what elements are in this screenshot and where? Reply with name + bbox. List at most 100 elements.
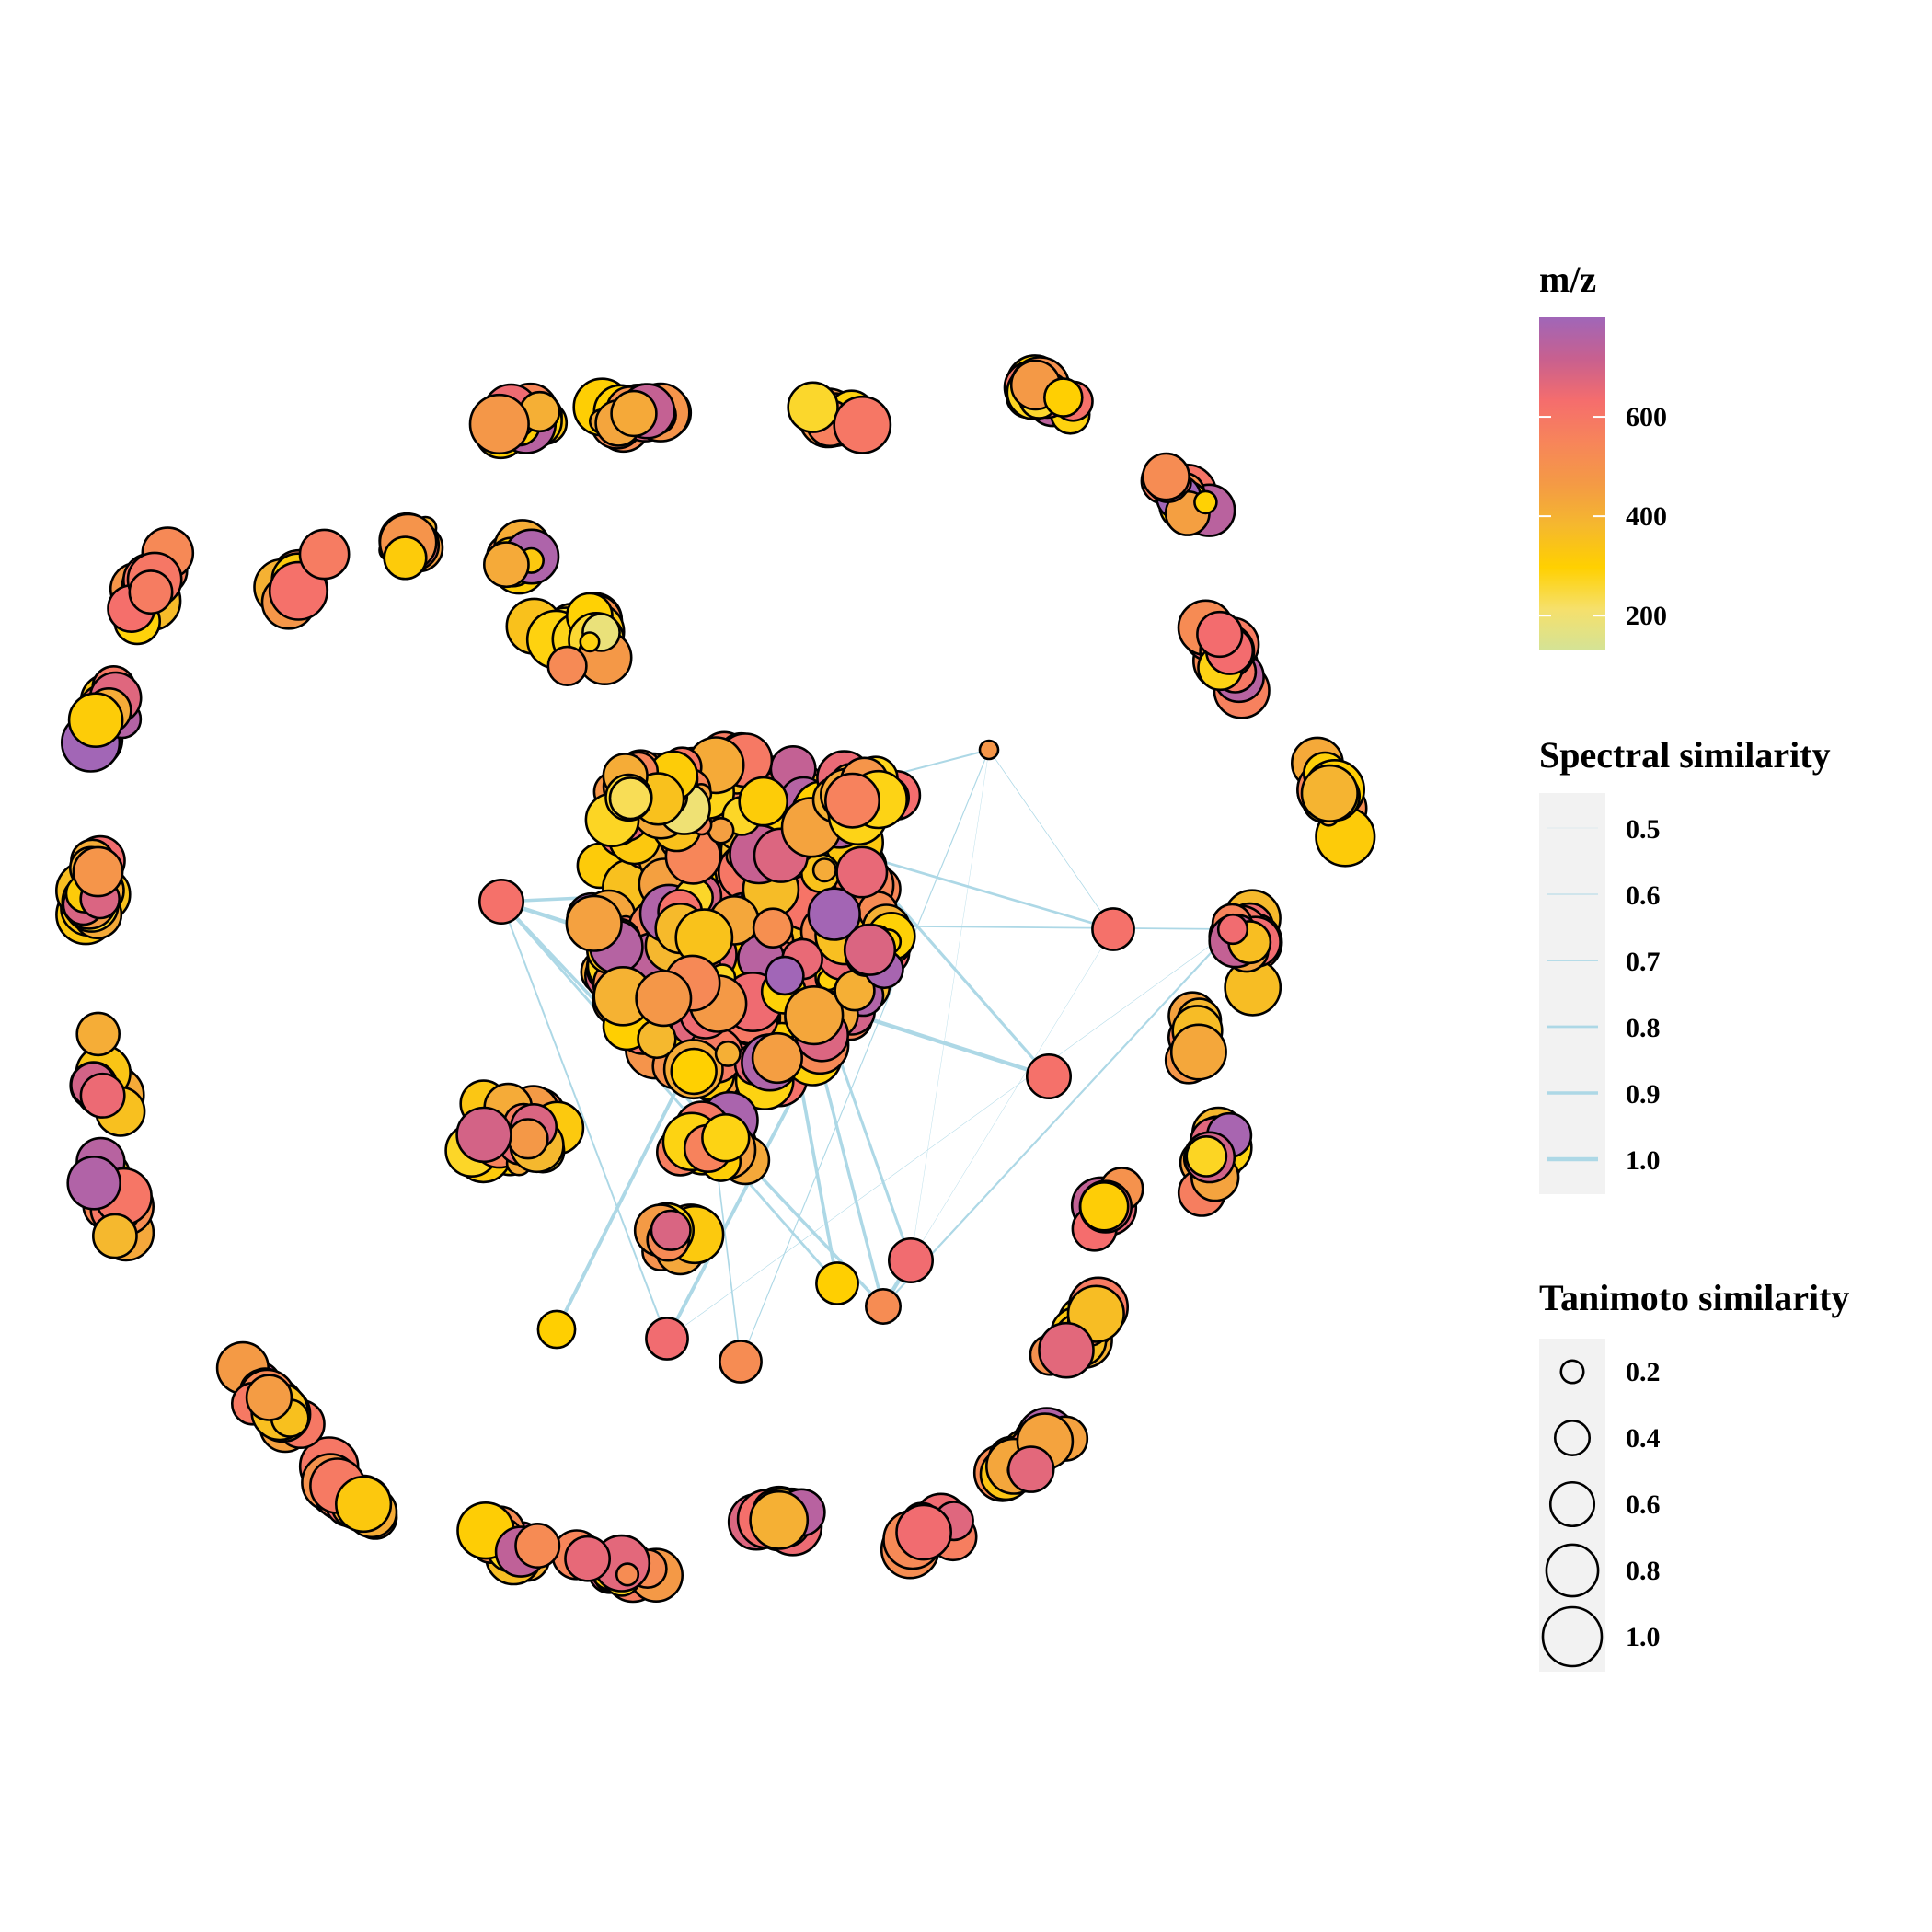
network-node: [815, 1261, 859, 1305]
network-node: [670, 1047, 718, 1096]
edge-legend-title: Spectral similarity: [1539, 734, 1831, 776]
network-node: [66, 1156, 121, 1211]
network-node: [807, 887, 861, 941]
network-node: [477, 878, 524, 925]
network-node: [1091, 907, 1135, 951]
network-node: [719, 1340, 763, 1384]
network-node: [383, 535, 428, 581]
edge-legend-label: 0.7: [1626, 947, 1661, 977]
network-node: [1043, 377, 1084, 418]
colorbar-label: 200: [1626, 601, 1667, 631]
size-legend-label: 0.4: [1626, 1423, 1661, 1454]
network-edge: [666, 928, 1234, 1340]
network-node: [75, 1011, 121, 1057]
colorbar-label: 600: [1626, 402, 1667, 432]
network-node: [864, 1288, 902, 1326]
network-node: [128, 569, 174, 615]
network-node: [833, 395, 892, 454]
size-legend-key: [1541, 1605, 1604, 1668]
size-legend-keys: [1541, 1359, 1604, 1668]
network-node: [536, 1309, 577, 1350]
network-edge: [500, 901, 839, 1284]
colorbar: [1539, 317, 1605, 650]
network-node: [787, 381, 839, 433]
nodes-layer: [55, 354, 1376, 1604]
network-edge: [500, 901, 668, 1340]
size-legend-title: Tanimoto similarity: [1539, 1277, 1849, 1318]
network-edge: [910, 928, 1114, 1261]
edge-legend-label: 0.6: [1626, 880, 1661, 911]
network-node: [835, 845, 889, 899]
size-legend-label: 0.8: [1626, 1556, 1661, 1586]
size-legend-key: [1545, 1543, 1600, 1598]
network-node: [514, 1523, 561, 1570]
network-node: [564, 1535, 612, 1582]
network-node: [483, 541, 530, 589]
network-node: [579, 631, 601, 653]
node-size-legend: Tanimoto similarity 0.2 0.4 0.6 0.8 1.0: [1539, 1277, 1849, 1672]
network-node: [507, 1118, 549, 1160]
network-node: [298, 528, 351, 581]
color-legend-title: m/z: [1539, 259, 1596, 300]
size-legend-label: 0.2: [1626, 1357, 1661, 1387]
network-node: [887, 1237, 934, 1284]
network-node: [72, 845, 124, 898]
network-node: [701, 1112, 751, 1163]
network-node: [650, 1209, 692, 1251]
network-edge: [740, 749, 990, 1363]
edge-legend-keys: [1547, 827, 1598, 1162]
network-node: [738, 776, 789, 827]
edge-legend-label: 0.5: [1626, 814, 1661, 845]
network-node: [1142, 452, 1190, 501]
network-node: [752, 907, 794, 949]
network-node: [811, 857, 837, 883]
size-legend-key: [1548, 1480, 1596, 1528]
edge-legend-label: 0.8: [1626, 1013, 1661, 1043]
network-node: [823, 772, 880, 829]
network-node: [468, 393, 530, 455]
network-node: [79, 1072, 126, 1119]
edge-legend-label: 0.9: [1626, 1079, 1661, 1110]
network-node: [751, 1031, 804, 1085]
network-node: [92, 1213, 138, 1259]
network-node: [784, 984, 845, 1046]
colorbar-ticks: [1539, 416, 1605, 617]
network-node: [455, 1106, 512, 1164]
network-node: [1026, 1053, 1073, 1100]
network-edge: [882, 928, 1234, 1307]
network-node: [67, 692, 124, 749]
network-node: [707, 816, 735, 845]
network-node: [749, 1489, 810, 1550]
network-node: [978, 739, 1000, 761]
network-node: [565, 894, 623, 952]
network-node: [1193, 489, 1218, 515]
network-node: [610, 389, 658, 438]
legend: m/z 200 400 600 Spectral similarity 0.5 …: [1539, 259, 1849, 1672]
color-legend: m/z 200 400 600: [1539, 259, 1667, 650]
network-node: [714, 1040, 742, 1067]
network-node: [1169, 1023, 1227, 1081]
network-node: [1078, 1181, 1130, 1232]
network-node: [1006, 1445, 1055, 1493]
network-node: [1038, 1321, 1095, 1379]
network-node: [608, 776, 652, 821]
network-node: [765, 955, 805, 996]
size-legend-label: 0.6: [1626, 1489, 1661, 1520]
size-legend-key: [1559, 1359, 1585, 1385]
edge-width-legend: Spectral similarity 0.5 0.6 0.7 0.8 0.9 …: [1539, 734, 1831, 1194]
network-node: [895, 1503, 953, 1561]
network-node: [546, 645, 588, 687]
network-node: [635, 970, 693, 1028]
edge-legend-key-bg: [1539, 793, 1605, 1194]
network-node: [1300, 764, 1359, 823]
size-legend-label: 1.0: [1626, 1622, 1661, 1652]
size-legend-key: [1553, 1419, 1592, 1457]
network-node: [335, 1475, 393, 1534]
network-edge: [988, 749, 1114, 930]
edge-legend-label: 1.0: [1626, 1145, 1661, 1176]
colorbar-label: 400: [1626, 501, 1667, 532]
network-node: [245, 1374, 293, 1421]
network-node: [645, 1317, 689, 1361]
